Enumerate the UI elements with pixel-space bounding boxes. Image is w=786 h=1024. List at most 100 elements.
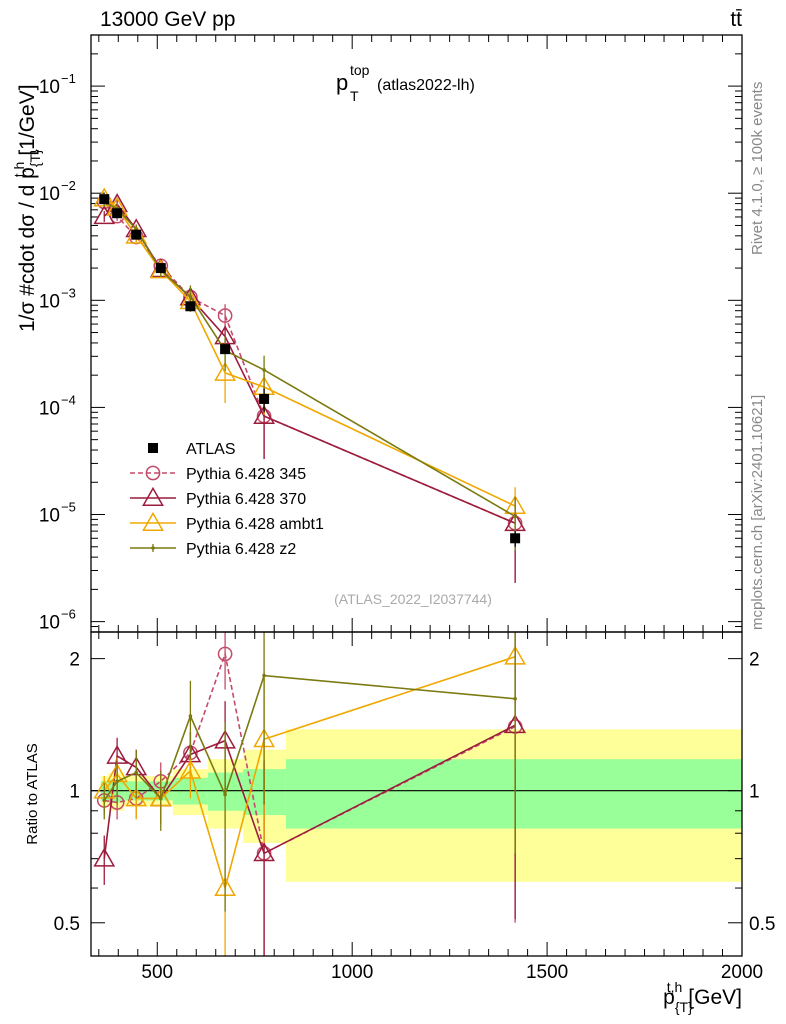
series-ratio-line <box>103 655 516 892</box>
marker-circle <box>217 646 233 662</box>
analysis-id: (ATLAS_2022_I2037744) <box>334 591 492 607</box>
x-tick-label: 1500 <box>526 962 568 983</box>
x-tick-label: 2000 <box>721 962 763 983</box>
x-tick-label: 1000 <box>331 962 373 983</box>
y-tick-label: 10 <box>39 398 60 419</box>
ylabel-sup: t,h <box>11 162 27 178</box>
marker-triangle <box>253 404 275 425</box>
marker-dot <box>188 714 193 718</box>
data-point <box>131 229 142 240</box>
uncertainty-bands <box>91 729 742 882</box>
marker-dot <box>513 696 517 701</box>
ratio-tick-label: 0.5 <box>54 914 80 935</box>
marker-triangle <box>214 361 236 381</box>
data-point <box>259 393 270 404</box>
marker-dot <box>134 770 139 775</box>
data-point <box>510 533 521 544</box>
y-tick-label-exp: −6 <box>61 607 76 622</box>
y-tick-label: 10 <box>39 77 60 98</box>
data-point <box>220 344 231 355</box>
ratio-axis: 500 1000 1500 2000 0.5 0.5 1 1 2 2 <box>54 632 775 983</box>
y-axis-label: 1/σ #cdot dσ / d p{T}t,h [1/GeV] <box>11 84 43 332</box>
legend-label: Pythia 6.428 ambt1 <box>186 516 324 533</box>
data-points <box>99 194 521 547</box>
rivet-version-label: Rivet 4.1.0, ≥ 100k events <box>749 82 766 255</box>
marker-dot <box>102 798 107 803</box>
data-point <box>99 194 110 205</box>
legend-item: Pythia 6.428 370 <box>130 486 306 508</box>
y-tick-label-exp: −4 <box>61 392 76 407</box>
chart-title: p top T (atlas2022-lh) <box>336 62 475 104</box>
data-point <box>112 208 123 219</box>
series-line <box>103 197 516 507</box>
marker-triangle <box>142 486 164 506</box>
marker-dot <box>262 368 266 372</box>
x-axis-label: p{T} t,h [GeV] <box>663 979 742 1015</box>
xlabel-sub: {T} <box>675 999 693 1015</box>
ratio-tick-label-right: 2 <box>749 650 760 671</box>
ratio-tick-label: 1 <box>69 782 80 803</box>
ratio-panel-frame <box>90 631 743 957</box>
ratio-tick-label: 2 <box>69 650 80 671</box>
marker-triangle <box>125 787 148 807</box>
series-ratio-line <box>103 674 516 801</box>
ratio-tick-label-right: 1 <box>749 782 760 803</box>
marker-triangle <box>93 847 116 867</box>
series-ratio-line <box>104 650 516 855</box>
header-left: 13000 GeV pp <box>100 8 235 31</box>
svg-text:p{T}t,h[GeV]: p{T} t,h [GeV] <box>663 979 742 1015</box>
ylabel-main: 1/σ #cdot dσ / d p <box>16 167 39 332</box>
marker-dot <box>262 673 266 678</box>
data-point <box>185 301 196 312</box>
title-tag: (atlas2022-lh) <box>377 77 475 94</box>
series-layer <box>93 187 527 956</box>
data-point <box>155 263 166 274</box>
marker-circle <box>145 465 161 481</box>
marker-triangle <box>179 759 202 779</box>
y-tick-label-exp: −1 <box>61 71 76 86</box>
marker-triangle <box>142 511 164 531</box>
series-line <box>103 201 516 518</box>
y-tick-label: 10 <box>39 184 60 205</box>
ratio-tick-label-right: 0.5 <box>749 914 775 935</box>
legend-label: Pythia 6.428 z2 <box>186 541 296 558</box>
series-line <box>103 202 516 524</box>
xlabel-main: p <box>663 986 675 1009</box>
y-tick-label-exp: −5 <box>61 500 76 515</box>
marker-dot <box>513 514 517 519</box>
legend-label: Pythia 6.428 370 <box>186 491 306 508</box>
y-tick-label-exp: −2 <box>61 178 76 193</box>
marker-dot <box>188 294 193 299</box>
svg-text:1/σ #cdot dσ / d p{T}t,h[1/GeV: 1/σ #cdot dσ / d p{T}t,h [1/GeV] <box>11 84 43 332</box>
series-ratio-line <box>103 724 516 859</box>
xlabel-unit: [GeV] <box>688 986 742 1009</box>
legend: ATLAS Pythia 6.428 345 Pythia 6.428 370 Pyt… <box>130 441 324 558</box>
y-tick-label: 10 <box>39 506 60 527</box>
y-tick-label: 10 <box>39 613 60 634</box>
ylabel-unit: [1/GeV] <box>16 84 39 155</box>
mcplots-label: mcplots.cern.ch [arXiv:2401.10621] <box>749 395 766 630</box>
band-inner <box>285 759 742 829</box>
y-tick-label-exp: −3 <box>61 285 76 300</box>
marker-dot <box>151 546 155 550</box>
header-right: tt̄ <box>730 8 742 31</box>
legend-item: Pythia 6.428 z2 <box>130 541 296 558</box>
x-tick-label: 500 <box>141 962 173 983</box>
main-axis: 10−110−210−310−410−510−6 <box>39 35 743 634</box>
title-main: p <box>336 70 348 95</box>
xlabel-sup: t,h <box>667 979 683 995</box>
legend-item: Pythia 6.428 345 <box>130 465 306 483</box>
marker-dot <box>223 792 227 797</box>
legend-item: ATLAS <box>148 441 236 458</box>
marker-triangle <box>253 842 275 862</box>
marker-circle <box>217 308 233 323</box>
legend-label: Pythia 6.428 345 <box>186 466 306 483</box>
ratio-y-label: Ratio to ATLAS <box>24 743 41 844</box>
legend-item: Pythia 6.428 ambt1 <box>130 511 324 533</box>
marker-dot <box>158 796 163 801</box>
legend-marker-square <box>148 443 158 453</box>
y-tick-label: 10 <box>39 291 60 312</box>
series-line <box>103 201 516 524</box>
ylabel-sub: {T} <box>27 149 43 167</box>
